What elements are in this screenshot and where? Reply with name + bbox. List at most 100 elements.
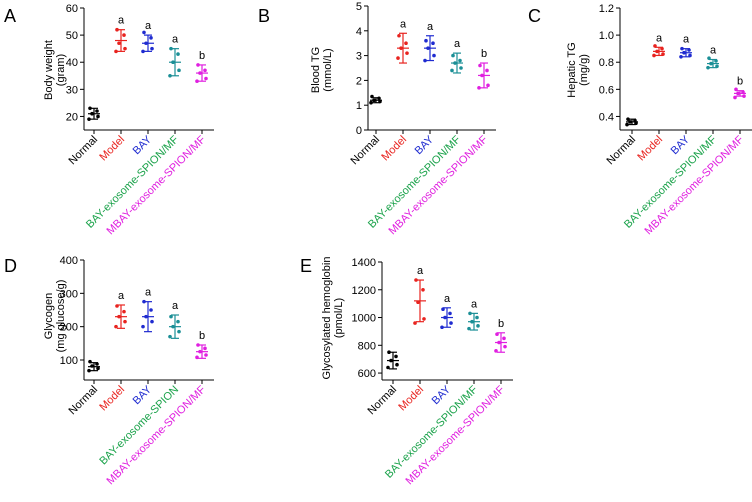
data-point <box>87 368 91 373</box>
data-point <box>424 38 428 43</box>
data-point <box>123 319 127 324</box>
data-point <box>502 336 506 341</box>
data-point <box>633 118 637 123</box>
data-point <box>87 117 91 121</box>
significance-letter: b <box>481 48 487 60</box>
data-point <box>177 329 181 334</box>
significance-letter: a <box>118 290 125 302</box>
x-category-label: Normal <box>349 134 383 168</box>
data-point <box>122 33 126 37</box>
y-tick-label: 1.0 <box>599 30 614 42</box>
data-point <box>171 60 175 65</box>
data-point <box>372 98 376 103</box>
y-axis-title-line: Glycogen <box>43 293 55 339</box>
y-axis-title-line: (mmol/L) <box>322 48 334 91</box>
data-point <box>653 44 657 48</box>
data-point <box>626 117 630 121</box>
x-category-label: Model <box>97 134 127 164</box>
data-point <box>144 41 148 46</box>
data-point <box>453 61 457 65</box>
data-point <box>680 46 684 51</box>
data-point <box>95 362 99 366</box>
data-point <box>203 346 207 351</box>
x-category-label: Normal <box>366 384 400 418</box>
data-point <box>196 63 200 67</box>
data-point <box>736 91 740 96</box>
significance-letter: b <box>737 76 743 88</box>
y-tick-label: 2 <box>356 75 362 87</box>
significance-letter: a <box>656 32 663 44</box>
data-point <box>142 30 146 35</box>
significance-letter: a <box>683 34 690 46</box>
data-point <box>96 114 100 119</box>
data-point <box>467 326 471 331</box>
panel-letter: E <box>300 256 312 276</box>
data-point <box>655 49 659 54</box>
data-point <box>176 52 180 56</box>
y-axis-title-line: Hepatic TG <box>566 42 578 97</box>
data-point <box>742 94 746 98</box>
data-point <box>476 324 480 328</box>
data-point <box>450 68 454 73</box>
y-axis-title-line: Glycosylated hemoglobin <box>321 257 333 380</box>
data-point <box>495 332 499 336</box>
data-point <box>95 109 99 113</box>
data-point <box>475 315 479 320</box>
data-point <box>741 90 745 94</box>
data-point <box>468 311 472 316</box>
data-point <box>715 64 719 69</box>
data-point <box>115 304 119 308</box>
data-point <box>477 86 481 90</box>
data-point <box>395 362 399 367</box>
data-point <box>448 311 452 316</box>
y-tick-label: 60 <box>66 3 78 15</box>
x-category-label: Model <box>379 134 409 164</box>
y-tick-label: 600 <box>358 368 376 380</box>
data-point <box>652 53 656 58</box>
data-point <box>486 83 490 88</box>
x-category-label: Normal <box>605 134 639 168</box>
y-axis-title-line: Body weight <box>43 40 55 100</box>
data-point <box>195 79 199 83</box>
data-point <box>123 46 127 51</box>
data-point <box>734 87 738 92</box>
panel-letter: B <box>258 6 270 26</box>
data-point <box>168 334 172 339</box>
y-axis-title-line: (mg glucose/g) <box>55 280 67 353</box>
data-point <box>90 364 94 368</box>
y-tick-label: 0.8 <box>599 57 614 69</box>
data-point <box>478 63 482 68</box>
y-tick-label: 200 <box>60 322 78 334</box>
data-point <box>141 324 145 329</box>
y-axis-title-line: (pmol/L) <box>333 298 345 338</box>
data-point <box>204 76 208 81</box>
y-tick-label: 0 <box>356 125 362 137</box>
y-axis-title: Hepatic TG (mg/g) <box>566 42 590 97</box>
x-category-label: BAY <box>669 133 693 157</box>
x-category-label: BAY <box>131 133 155 157</box>
data-point <box>378 99 382 104</box>
y-axis-title: Body weight (gram) <box>43 40 67 100</box>
data-point <box>168 73 172 78</box>
data-point <box>709 61 713 66</box>
data-point <box>171 324 175 329</box>
data-point <box>707 56 711 60</box>
data-point <box>414 278 418 282</box>
significance-letter: a <box>454 38 461 50</box>
y-tick-label: 800 <box>358 340 376 352</box>
data-point <box>198 71 202 75</box>
data-point <box>440 325 444 330</box>
data-point <box>416 300 420 305</box>
data-point <box>421 287 425 292</box>
y-axis-title: Blood TG (mmol/L) <box>310 47 334 93</box>
data-point <box>399 46 403 50</box>
data-point <box>404 41 408 45</box>
data-point <box>122 309 126 314</box>
panel-letter: D <box>4 256 17 276</box>
significance-letter: a <box>444 293 451 305</box>
x-category-label: Model <box>635 134 665 164</box>
x-category-label: Normal <box>67 134 101 168</box>
data-point <box>204 353 208 357</box>
data-point <box>449 321 453 325</box>
